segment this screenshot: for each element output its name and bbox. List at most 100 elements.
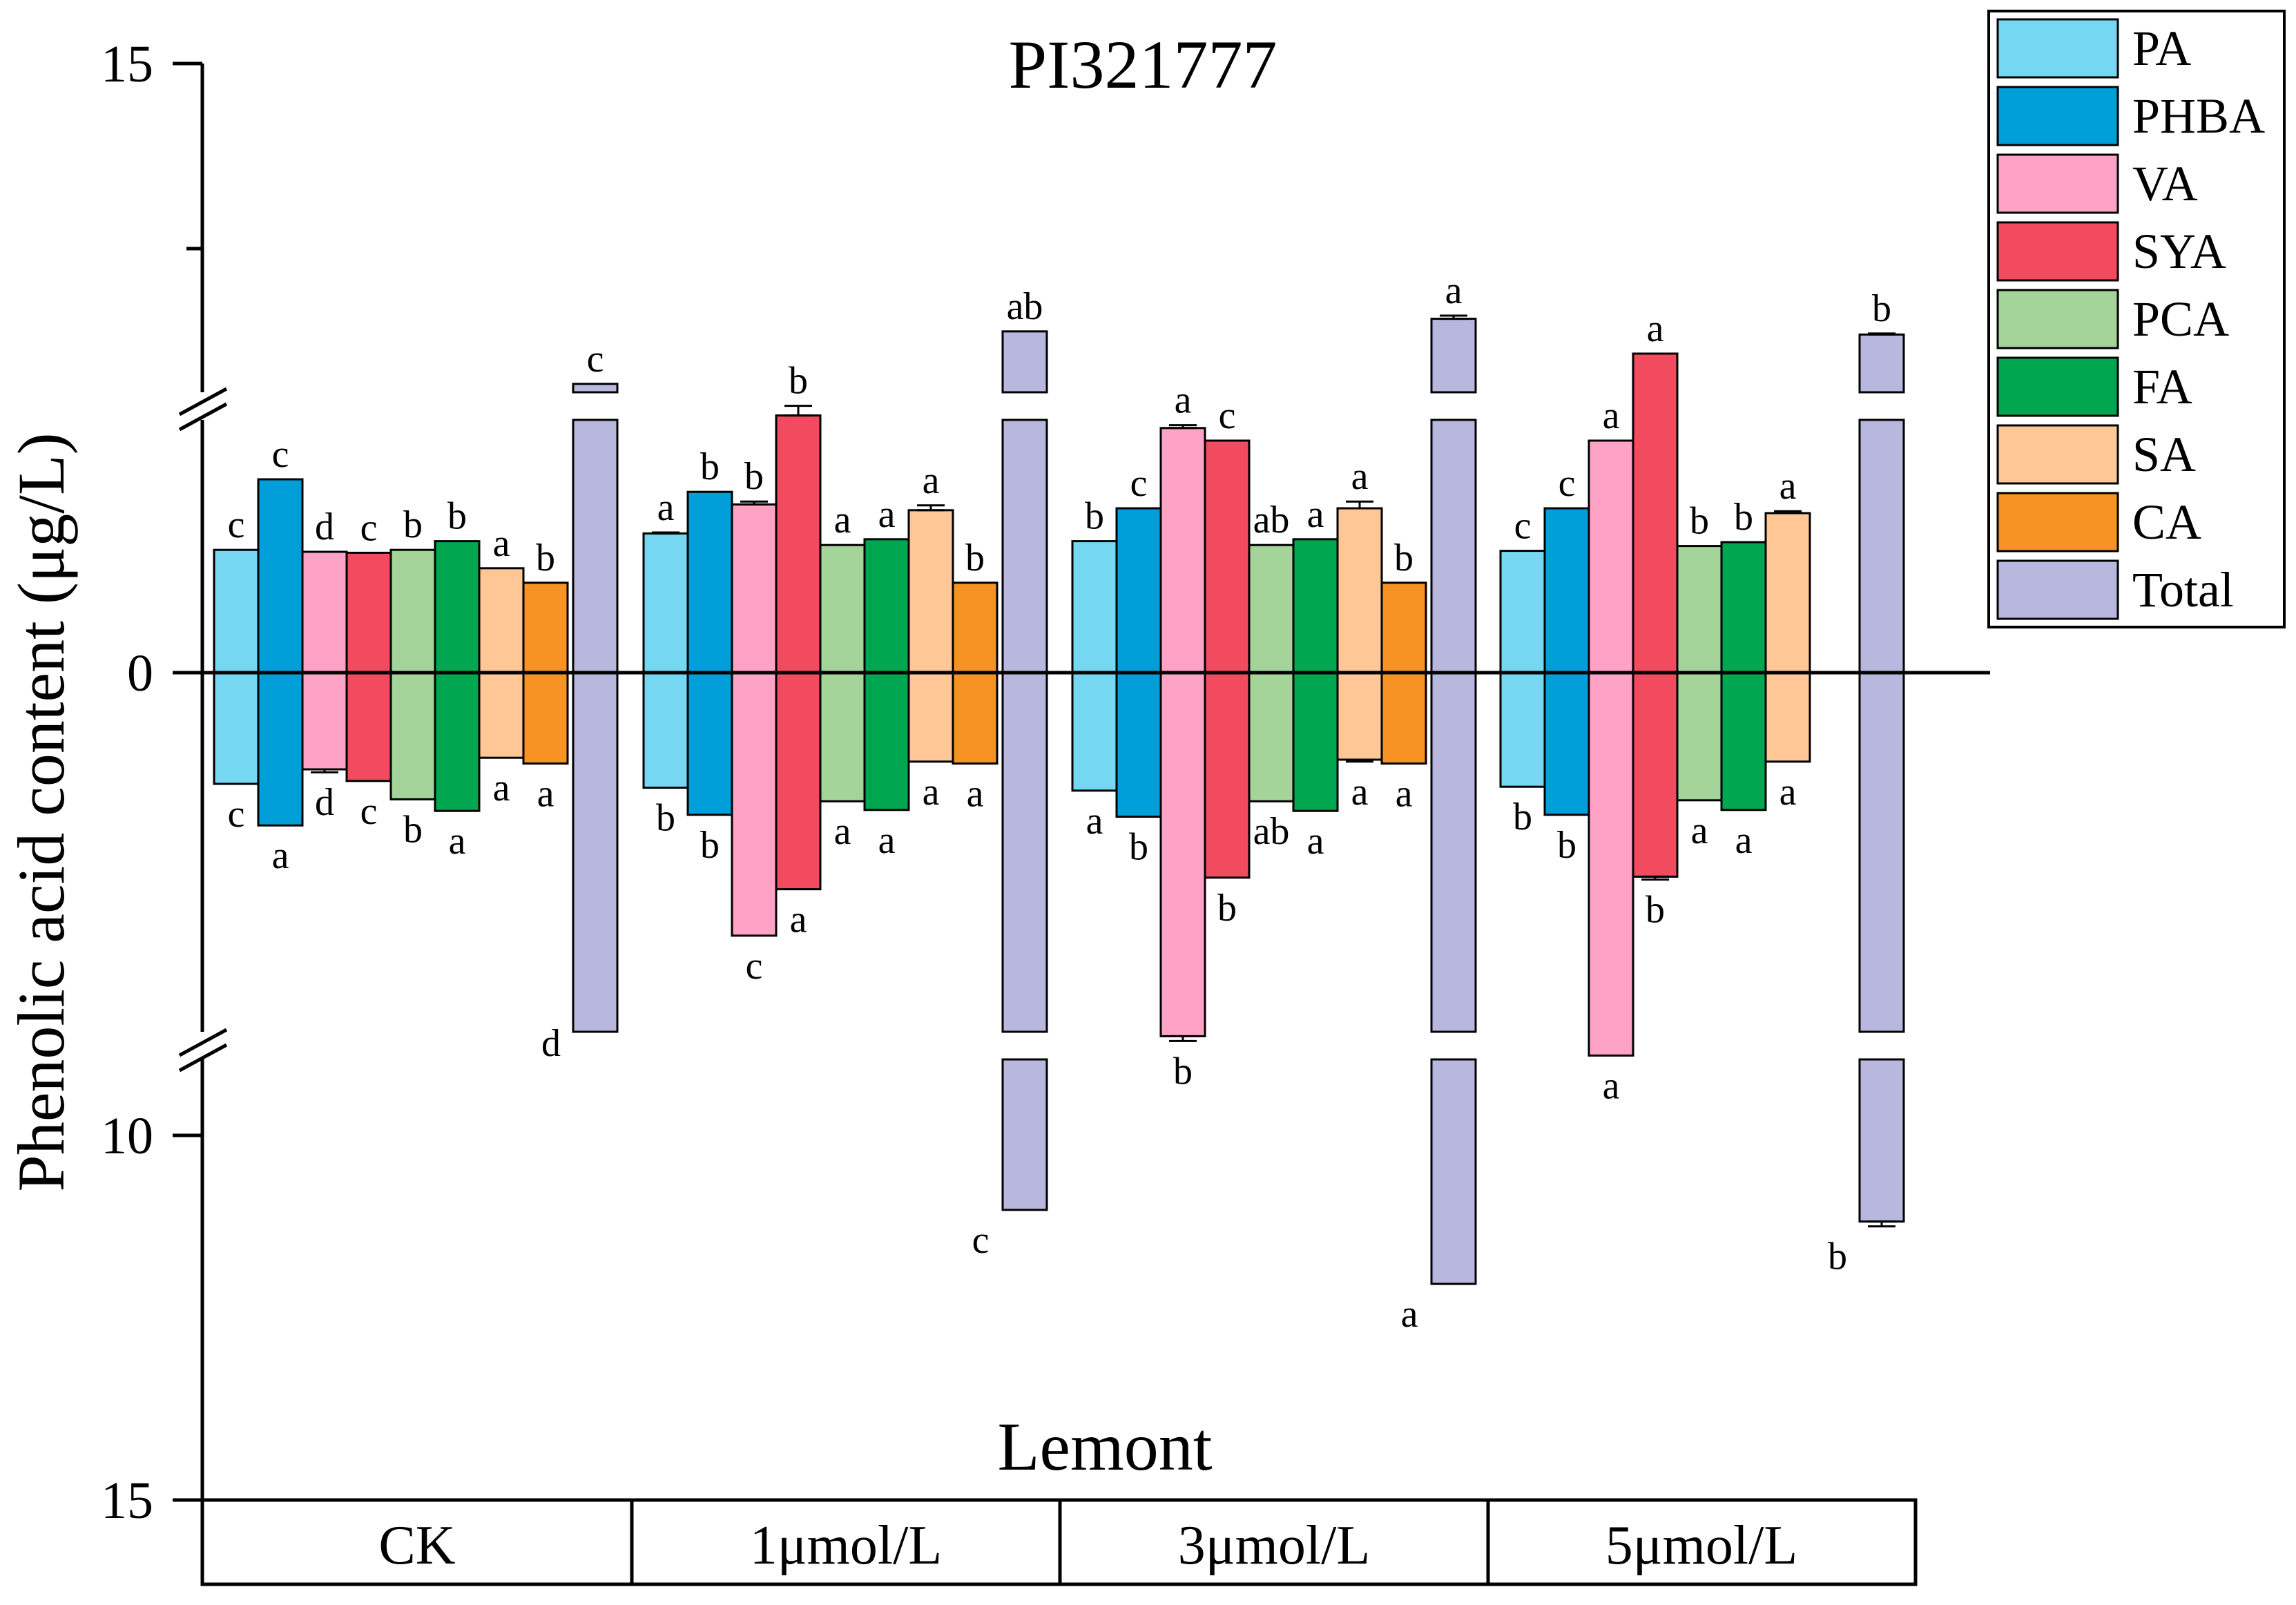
legend-label-phba: PHBA [2132,88,2265,144]
bar-total-3-mol-l-bottom-sig-label: a [1401,1293,1418,1336]
bar-total-1-mol-l-bottom [1001,671,1048,1033]
bar-fa-ck-top [434,540,481,674]
y-axis-break-mark-lower-2 [178,1043,228,1073]
bar-phba-3-mol-l-bottom-sig-label: b [1129,826,1148,869]
legend-swatch-phba [1996,86,2119,146]
legend-label-pca: PCA [2132,291,2229,347]
legend-label-fa: FA [2132,359,2192,414]
bar-total-ck-top-sig-label: c [587,338,604,381]
ytick-label-10: 10 [101,1107,153,1165]
bar-sa-ck-bottom [478,671,525,759]
bar-phba-ck-bottom [257,671,304,827]
bar-total-1-mol-l-top-sig-label: ab [1007,285,1043,328]
bar-pca-3-mol-l-bottom [1248,671,1295,802]
bar-pa-ck-bottom-sig-label: c [228,793,245,836]
bar-sa-3-mol-l-bottom [1336,671,1383,761]
bar-va-1-mol-l-top-sig-label: b [744,455,764,498]
bar-va-3-mol-l-top [1159,427,1206,674]
bar-fa-5-mol-l-top-sig-label: b [1734,496,1753,539]
bar-total-ck-top [572,419,619,674]
bar-sa-5-mol-l-bottom-sig-label: a [1779,771,1797,814]
bar-pa-3-mol-l-bottom [1071,671,1118,792]
legend-swatch-total [1996,559,2119,620]
bar-ca-1-mol-l-top-sig-label: b [965,537,985,579]
legend-label-pa: PA [2132,21,2191,76]
y-axis-break-mark-upper-2 [178,402,228,432]
bar-sa-1-mol-l-top-sig-label: a [923,459,940,502]
bar-ca-3-mol-l-bottom [1380,671,1427,765]
bar-phba-ck-top-sig-label: c [272,433,289,476]
bar-pca-1-mol-l-bottom-sig-label: a [834,810,851,853]
ytick-label-15-bottom: 15 [101,1472,153,1530]
bar-sa-1-mol-l-top-errbar [917,504,945,512]
bar-pa-5-mol-l-bottom [1499,671,1546,788]
axes-layer [173,61,1990,1502]
bar-va-ck-bottom [301,671,348,771]
bar-ca-ck-bottom-sig-label: a [537,773,554,816]
bar-fa-3-mol-l-top [1292,538,1339,674]
legend-label-va: VA [2132,156,2198,211]
legend-swatch-pa [1996,18,2119,79]
bar-phba-1-mol-l-top-sig-label: b [700,445,720,488]
legend-swatch-fa [1996,356,2119,417]
bar-sa-5-mol-l-bottom [1764,671,1811,763]
bar-total-ck-bottom [572,671,619,1033]
bar-total-3-mol-l-bottom-lower [1430,1058,1477,1285]
bar-sya-ck-bottom-sig-label: c [360,790,378,833]
y-axis-break-mark-upper-1 [178,387,228,416]
bar-fa-ck-bottom-sig-label: a [449,820,466,863]
bar-total-1-mol-l-bottom-sig-label: c [972,1219,990,1262]
bar-va-ck-top [301,550,348,674]
bar-sa-5-mol-l-top-sig-label: a [1779,465,1797,508]
legend-label-ca: CA [2132,494,2201,550]
bar-total-5-mol-l-top-sig-label: b [1872,287,1891,330]
category-label-ck: CK [378,1515,455,1576]
bar-pa-1-mol-l-top [642,532,689,674]
legend-swatch-va [1996,153,2119,214]
bar-sa-1-mol-l-top [907,509,954,674]
bar-pa-1-mol-l-bottom-sig-label: b [656,797,675,840]
bar-fa-ck-top-sig-label: b [447,495,467,538]
bar-sa-ck-top-sig-label: a [493,522,510,565]
bar-phba-ck-bottom-sig-label: a [272,834,289,877]
bar-sa-5-mol-l-top [1764,512,1811,674]
bar-sa-3-mol-l-top-errbar [1346,500,1373,510]
bar-phba-5-mol-l-top [1543,507,1590,674]
y-axis-break-mark-lower-1 [178,1028,228,1057]
bar-ca-1-mol-l-bottom [952,671,999,765]
bar-total-5-mol-l-bottom-errbar [1868,1220,1895,1228]
bar-sa-3-mol-l-bottom-errbar [1346,758,1373,763]
legend-label-sa: SA [2132,427,2196,482]
bar-fa-5-mol-l-bottom-sig-label: a [1735,819,1753,862]
y-axis-label: Phenolic acid content (μg/L) [4,432,78,1191]
legend-swatch-ca [1996,492,2119,552]
bar-va-5-mol-l-top-sig-label: a [1603,394,1620,437]
bar-sya-1-mol-l-top-sig-label: b [789,360,808,403]
bar-va-5-mol-l-bottom-sig-label: a [1603,1064,1620,1107]
chart-title-bottom: Lemont [997,1408,1212,1485]
bar-fa-3-mol-l-top-sig-label: a [1307,493,1324,536]
bar-total-ck-bottom-sig-label: d [541,1022,561,1065]
category-axis-box: CK 1μmol/L 3μmol/L 5μmol/L [200,1498,1918,1586]
bar-total-3-mol-l-top [1430,419,1477,674]
bar-pca-ck-bottom [389,671,436,800]
bar-sa-1-mol-l-bottom-sig-label: a [923,771,940,814]
bar-va-1-mol-l-top [731,503,778,674]
bar-total-5-mol-l-top-errbar [1868,332,1895,336]
bar-va-3-mol-l-bottom [1159,671,1206,1037]
bar-pca-ck-top [389,548,436,674]
bar-va-ck-top-sig-label: d [315,506,334,548]
bar-pca-1-mol-l-bottom [819,671,866,802]
bar-total-ck-top-upper [572,383,619,394]
legend-label-total: Total [2132,562,2234,617]
bar-sya-1-mol-l-top [775,414,822,674]
bar-sa-3-mol-l-top-sig-label: a [1351,455,1369,498]
bar-total-3-mol-l-top-upper [1430,318,1477,394]
bar-pca-5-mol-l-bottom-sig-label: a [1691,809,1708,852]
bar-pa-3-mol-l-top [1071,540,1118,674]
bar-sa-ck-bottom-sig-label: a [493,767,510,809]
bar-ca-1-mol-l-bottom-sig-label: a [967,773,984,816]
bar-pa-3-mol-l-bottom-sig-label: a [1086,800,1103,843]
bar-sya-3-mol-l-bottom [1204,671,1251,879]
